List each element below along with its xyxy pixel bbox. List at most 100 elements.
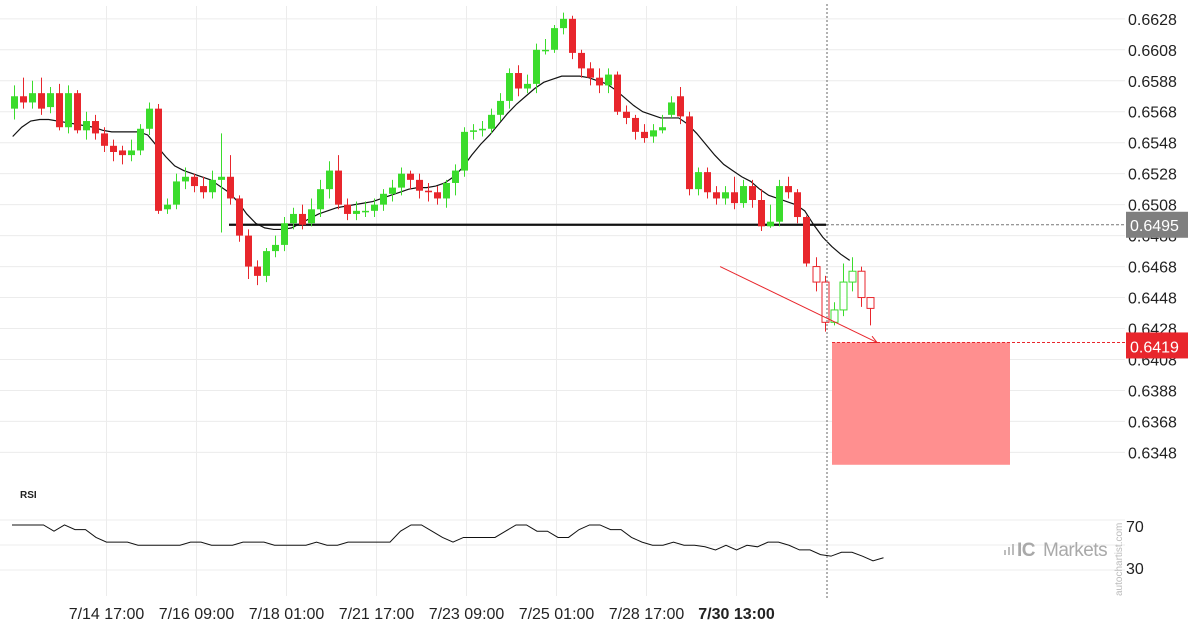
candle-body [119, 150, 126, 156]
rsi-level-30: 30 [1126, 561, 1144, 578]
candle [686, 111, 693, 196]
candle-body [767, 221, 774, 227]
candle [263, 248, 270, 283]
candles [11, 12, 875, 332]
candle [110, 139, 117, 162]
candle [677, 86, 684, 125]
x-tick-label: 7/16 09:00 [159, 606, 235, 623]
candle [524, 74, 531, 94]
candle-body [173, 181, 180, 205]
candle-body [155, 108, 162, 211]
candle-body [83, 121, 90, 131]
candle-body [191, 176, 198, 187]
candle [461, 127, 468, 177]
candle [344, 198, 351, 221]
candle [641, 124, 648, 143]
candle [650, 124, 657, 143]
candle-body [596, 77, 603, 86]
candle [209, 170, 216, 199]
candle [245, 229, 252, 279]
candle-body [11, 96, 18, 109]
watermark-text: autochartist.com [1114, 523, 1125, 596]
candle-body [254, 266, 261, 276]
candle [506, 68, 513, 109]
rsi-title: RSI [20, 490, 37, 501]
candle [92, 114, 99, 140]
x-tick-label: 7/14 17:00 [69, 606, 145, 623]
candle-body [20, 96, 27, 103]
candle-body [587, 68, 594, 78]
candle [866, 297, 875, 326]
candle-body [641, 131, 648, 139]
target-arrow [719, 266, 879, 343]
candle-body [668, 102, 675, 115]
candle [749, 179, 756, 208]
candle [371, 198, 378, 218]
candle-body [560, 18, 567, 29]
candle [470, 124, 477, 140]
logo-text-prefix: IC [1017, 540, 1036, 561]
x-tick-label: 7/25 01:00 [519, 606, 595, 623]
candle-body [443, 182, 450, 199]
candle [569, 15, 576, 60]
target-zone-rect [832, 342, 1010, 465]
candle-body [479, 128, 486, 131]
candle-body [722, 192, 729, 199]
candle-body [524, 83, 531, 89]
candle [236, 195, 243, 242]
time-axis: 7/14 17:00 7/16 09:00 7/18 01:00 7/21 17:00… [69, 606, 775, 623]
candle-body [362, 210, 369, 213]
candle [191, 173, 198, 193]
candle-body [857, 270, 866, 299]
candle-body [65, 93, 72, 128]
moving-average [12, 75, 851, 261]
candle-body [686, 116, 693, 190]
candle [803, 215, 810, 267]
y-tick-label: 0.6628 [1128, 12, 1177, 29]
candle-body [74, 93, 81, 131]
candle-body [353, 210, 360, 214]
candle-body [110, 145, 117, 152]
candle-body [299, 213, 306, 225]
candle [398, 167, 405, 196]
candle-body [776, 186, 783, 222]
target-arrow-line [719, 266, 878, 343]
candle [794, 189, 801, 224]
candle [155, 104, 162, 214]
level-price-tag-bg [1126, 211, 1188, 238]
y-tick-label: 0.6528 [1128, 167, 1177, 184]
candle-body [740, 186, 747, 204]
candle-body [488, 114, 495, 129]
candle [659, 114, 666, 134]
candle-body [434, 192, 441, 199]
y-tick-label: 0.6508 [1128, 198, 1177, 215]
candle-body [605, 74, 612, 86]
target-zone [832, 341, 1125, 465]
candle-body [794, 192, 801, 218]
logo-bar-icon [1008, 547, 1010, 555]
x-tick-label: 7/28 17:00 [609, 606, 685, 623]
candle-body [551, 28, 558, 50]
candle [56, 83, 63, 131]
candle-body [650, 130, 657, 137]
rsi-level-70: 70 [1126, 519, 1144, 536]
candle [182, 167, 189, 190]
candle-body [389, 187, 396, 194]
candle-body [578, 52, 585, 69]
rsi-line [12, 524, 884, 562]
candle [317, 179, 324, 218]
candle-body [848, 270, 857, 283]
candle [308, 198, 315, 227]
candle [560, 12, 567, 35]
candle-body [236, 198, 243, 236]
candle-body [344, 204, 351, 214]
candle-body [785, 186, 792, 193]
level-price-tag: 0.6495 [1126, 211, 1188, 238]
candle [128, 139, 135, 162]
y-tick-label: 0.6588 [1128, 74, 1177, 91]
candle [362, 201, 369, 218]
candle [380, 189, 387, 211]
candle-body [308, 209, 315, 224]
candle-body [47, 93, 54, 108]
